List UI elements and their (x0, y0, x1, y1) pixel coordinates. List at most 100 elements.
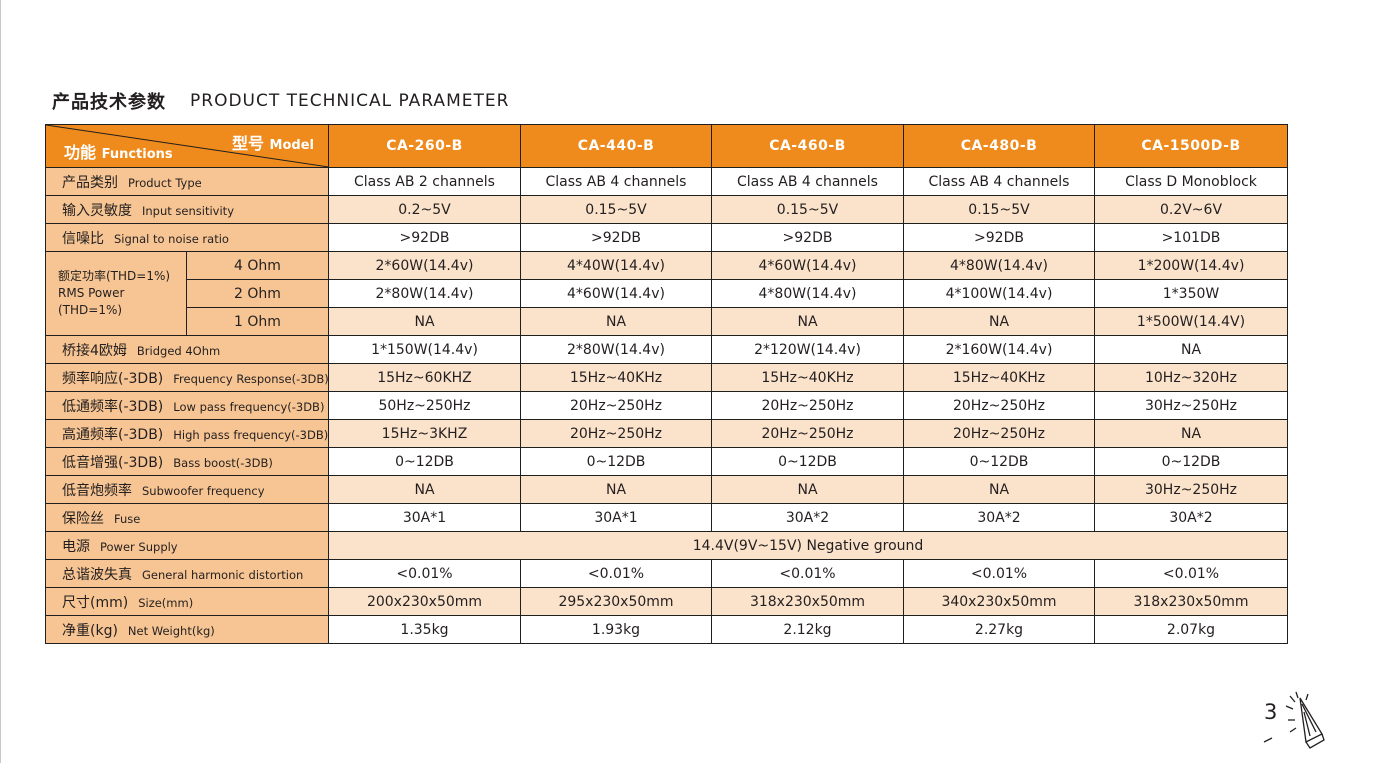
value-cell: 2*160W(14.4v) (903, 335, 1095, 364)
value-cell: 318x230x50mm (711, 587, 904, 616)
value-cell: 318x230x50mm (1094, 587, 1288, 616)
row-frequency-response: 频率响应(-3DB) Frequency Response(-3DB) 15Hz~… (45, 363, 1288, 392)
row-label: 产品类别 Product Type (45, 167, 329, 196)
page-number: 3 (1264, 700, 1278, 724)
value-cell: Class AB 2 channels (328, 167, 521, 196)
row-fuse: 保险丝 Fuse 30A*1 30A*1 30A*2 30A*2 30A*2 (45, 503, 1288, 532)
power-supply-value: 14.4V(9V~15V) Negative ground (328, 531, 1288, 560)
value-cell: >92DB (520, 223, 712, 252)
row-label: 总谐波失真 General harmonic distortion (45, 559, 329, 588)
value-cell: 30A*2 (903, 503, 1095, 532)
row-label: 频率响应(-3DB) Frequency Response(-3DB) (45, 363, 329, 392)
value-cell: 1*200W(14.4v) (1094, 251, 1288, 280)
value-cell: 20Hz~250Hz (520, 419, 712, 448)
value-cell: 4*40W(14.4v) (520, 251, 712, 280)
value-cell: NA (711, 475, 904, 504)
value-cell: NA (328, 475, 521, 504)
row-snr: 信噪比 Signal to noise ratio >92DB >92DB >92… (45, 223, 1288, 252)
impedance-label: 2 Ohm (186, 279, 329, 308)
value-cell: <0.01% (903, 559, 1095, 588)
value-cell: 4*60W(14.4v) (711, 251, 904, 280)
heading-zh: 产品技术参数 (52, 92, 166, 113)
impedance-label: 4 Ohm (186, 251, 329, 280)
value-cell: 2.07kg (1094, 615, 1288, 644)
row-label: 桥接4欧姆 Bridged 4Ohm (45, 335, 329, 364)
value-cell: 30Hz~250Hz (1094, 391, 1288, 420)
value-cell: >92DB (328, 223, 521, 252)
value-cell: Class AB 4 channels (711, 167, 904, 196)
row-subwoofer: 低音炮频率 Subwoofer frequency NA NA NA NA 30H… (45, 475, 1288, 504)
page-speaker-icon (1263, 691, 1325, 749)
value-cell: 15Hz~40KHz (520, 363, 712, 392)
value-cell: 20Hz~250Hz (711, 391, 904, 420)
model-header: CA-460-B (711, 124, 904, 168)
value-cell: 2.27kg (903, 615, 1095, 644)
diagonal-divider (46, 125, 328, 167)
value-cell: 1.93kg (520, 615, 712, 644)
value-cell: 1.35kg (328, 615, 521, 644)
value-cell: NA (711, 307, 904, 336)
page-edge-rule (0, 0, 1, 763)
value-cell: 30A*1 (520, 503, 712, 532)
value-cell: NA (520, 307, 712, 336)
model-header: CA-260-B (328, 124, 521, 168)
value-cell: 50Hz~250Hz (328, 391, 521, 420)
value-cell: 0~12DB (1094, 447, 1288, 476)
value-cell: 0~12DB (328, 447, 521, 476)
row-thd: 总谐波失真 General harmonic distortion <0.01% … (45, 559, 1288, 588)
value-cell: 15Hz~40KHz (711, 363, 904, 392)
value-cell: 0~12DB (903, 447, 1095, 476)
value-cell: 20Hz~250Hz (903, 391, 1095, 420)
row-size: 尺寸(mm) Size(mm) 200x230x50mm 295x230x50mm… (45, 587, 1288, 616)
row-label: 高通频率(-3DB) High pass frequency(-3DB) (45, 419, 329, 448)
value-cell: <0.01% (520, 559, 712, 588)
value-cell: 30A*1 (328, 503, 521, 532)
value-cell: 10Hz~320Hz (1094, 363, 1288, 392)
value-cell: NA (520, 475, 712, 504)
row-label: 净重(kg) Net Weight(kg) (45, 615, 329, 644)
model-header-label: 型号 Model (231, 134, 314, 153)
row-label: 低音炮频率 Subwoofer frequency (45, 475, 329, 504)
value-cell: 2*80W(14.4v) (328, 279, 521, 308)
row-power-supply: 电源 Power Supply 14.4V(9V~15V) Negative gr… (45, 531, 1288, 560)
value-cell: 0~12DB (711, 447, 904, 476)
row-product-type: 产品类别 Product Type Class AB 2 channels Cla… (45, 167, 1288, 196)
value-cell: <0.01% (1094, 559, 1288, 588)
value-cell: 15Hz~3KHZ (328, 419, 521, 448)
value-cell: 1*350W (1094, 279, 1288, 308)
row-label: 低音增强(-3DB) Bass boost(-3DB) (45, 447, 329, 476)
value-cell: 0.15~5V (520, 195, 712, 224)
model-header: CA-1500D-B (1094, 124, 1288, 168)
header-corner-cell: 型号 Model 功能 Functions (45, 124, 329, 168)
row-rms-1ohm: 1 Ohm NA NA NA NA 1*500W(14.4V) (46, 307, 1288, 336)
row-high-pass: 高通频率(-3DB) High pass frequency(-3DB) 15Hz… (45, 419, 1288, 448)
value-cell: 2*120W(14.4v) (711, 335, 904, 364)
row-rms-4ohm: 额定功率(THD=1%) RMS Power (THD=1%) 4 Ohm 2*… (45, 251, 1288, 336)
impedance-label: 1 Ohm (186, 307, 329, 336)
row-input-sensitivity: 输入灵敏度 Input sensitivity 0.2~5V 0.15~5V 0.… (45, 195, 1288, 224)
row-label: 输入灵敏度 Input sensitivity (45, 195, 329, 224)
functions-header-label: 功能 Functions (64, 143, 173, 162)
value-cell: NA (1094, 335, 1288, 364)
model-header: CA-440-B (520, 124, 712, 168)
header-row: 型号 Model 功能 Functions CA-260-B CA-440-B … (45, 124, 1288, 168)
value-cell: 20Hz~250Hz (520, 391, 712, 420)
value-cell: Class AB 4 channels (903, 167, 1095, 196)
value-cell: 4*100W(14.4v) (903, 279, 1095, 308)
value-cell: 15Hz~40KHz (903, 363, 1095, 392)
rms-power-label: 额定功率(THD=1%) RMS Power (THD=1%) (45, 251, 187, 336)
value-cell: NA (328, 307, 521, 336)
row-label: 尺寸(mm) Size(mm) (45, 587, 329, 616)
row-label: 电源 Power Supply (45, 531, 329, 560)
value-cell: 4*80W(14.4v) (903, 251, 1095, 280)
value-cell: 295x230x50mm (520, 587, 712, 616)
value-cell: 200x230x50mm (328, 587, 521, 616)
value-cell: >92DB (711, 223, 904, 252)
row-label: 保险丝 Fuse (45, 503, 329, 532)
value-cell: 340x230x50mm (903, 587, 1095, 616)
value-cell: NA (903, 475, 1095, 504)
value-cell: 1*150W(14.4v) (328, 335, 521, 364)
value-cell: Class D Monoblock (1094, 167, 1288, 196)
spec-table: 型号 Model 功能 Functions CA-260-B CA-440-B … (45, 124, 1288, 644)
value-cell: 1*500W(14.4V) (1094, 307, 1288, 336)
